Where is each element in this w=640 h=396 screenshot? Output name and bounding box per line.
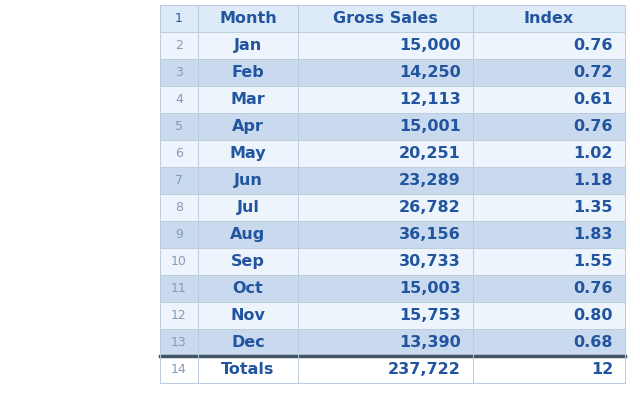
Text: 1.83: 1.83 (573, 227, 613, 242)
Text: 0.68: 0.68 (573, 335, 613, 350)
Bar (160, 32, 625, 59)
Text: 3: 3 (175, 66, 183, 79)
Text: 9: 9 (175, 228, 183, 241)
Text: 20,251: 20,251 (399, 146, 461, 161)
Text: 1.18: 1.18 (573, 173, 613, 188)
Bar (160, 356, 625, 383)
Bar (160, 113, 625, 140)
Text: 7: 7 (175, 174, 183, 187)
Text: 6: 6 (175, 147, 183, 160)
Text: 4: 4 (175, 93, 183, 106)
Text: Sep: Sep (231, 254, 265, 269)
Bar (160, 167, 625, 194)
Text: 23,289: 23,289 (399, 173, 461, 188)
Bar (160, 275, 625, 302)
Text: 15,000: 15,000 (399, 38, 461, 53)
Text: Month: Month (219, 11, 277, 26)
Text: Index: Index (524, 11, 574, 26)
Text: Nov: Nov (230, 308, 266, 323)
Text: 30,733: 30,733 (399, 254, 461, 269)
Bar (160, 59, 625, 86)
Text: 1: 1 (175, 12, 183, 25)
Text: 12,113: 12,113 (399, 92, 461, 107)
Text: Dec: Dec (231, 335, 265, 350)
Text: Gross Sales: Gross Sales (333, 11, 438, 26)
Text: Jun: Jun (234, 173, 262, 188)
Text: 12: 12 (171, 309, 187, 322)
Text: 15,001: 15,001 (399, 119, 461, 134)
Text: 2: 2 (175, 39, 183, 52)
Text: 15,753: 15,753 (399, 308, 461, 323)
Text: 5: 5 (175, 120, 183, 133)
Bar (160, 86, 625, 113)
Text: 11: 11 (171, 282, 187, 295)
Text: 13,390: 13,390 (399, 335, 461, 350)
Text: Totals: Totals (221, 362, 275, 377)
Text: 1.55: 1.55 (573, 254, 613, 269)
Text: 36,156: 36,156 (399, 227, 461, 242)
Text: May: May (230, 146, 266, 161)
Text: 12: 12 (591, 362, 613, 377)
Text: 0.61: 0.61 (573, 92, 613, 107)
Text: 0.76: 0.76 (573, 38, 613, 53)
Text: 15,003: 15,003 (399, 281, 461, 296)
Text: Jan: Jan (234, 38, 262, 53)
Text: 26,782: 26,782 (399, 200, 461, 215)
Bar (160, 194, 625, 221)
Text: Mar: Mar (230, 92, 266, 107)
Bar (160, 5, 625, 32)
Text: 10: 10 (171, 255, 187, 268)
Text: Apr: Apr (232, 119, 264, 134)
Text: 0.72: 0.72 (573, 65, 613, 80)
Bar (160, 329, 625, 356)
Bar (160, 140, 625, 167)
Text: Feb: Feb (232, 65, 264, 80)
Text: 14,250: 14,250 (399, 65, 461, 80)
Text: Jul: Jul (237, 200, 259, 215)
Text: 13: 13 (171, 336, 187, 349)
Bar (160, 302, 625, 329)
Bar (160, 248, 625, 275)
Text: Oct: Oct (232, 281, 264, 296)
Text: 237,722: 237,722 (388, 362, 461, 377)
Text: 0.76: 0.76 (573, 281, 613, 296)
Text: 8: 8 (175, 201, 183, 214)
Text: 1.02: 1.02 (573, 146, 613, 161)
Bar (160, 221, 625, 248)
Text: 14: 14 (171, 363, 187, 376)
Text: 0.76: 0.76 (573, 119, 613, 134)
Text: 1.35: 1.35 (573, 200, 613, 215)
Text: 0.80: 0.80 (573, 308, 613, 323)
Text: Aug: Aug (230, 227, 266, 242)
